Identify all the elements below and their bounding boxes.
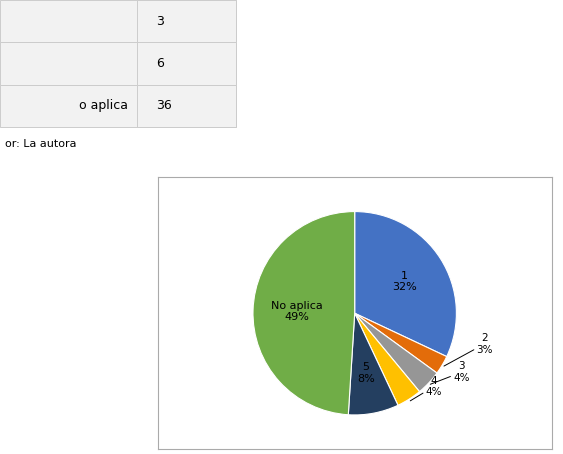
Text: 3
4%: 3 4% (430, 361, 470, 384)
Text: 5
8%: 5 8% (358, 362, 375, 384)
Text: 3: 3 (156, 15, 164, 28)
Text: or: La autora: or: La autora (5, 139, 76, 149)
Wedge shape (355, 313, 419, 405)
Text: 36: 36 (156, 99, 172, 113)
Bar (0, 0, 236, 42)
Wedge shape (355, 212, 457, 356)
Bar (0, 85, 236, 127)
Bar (137, 85, 236, 127)
Text: 6: 6 (156, 57, 164, 70)
Wedge shape (348, 313, 398, 415)
Wedge shape (355, 313, 437, 392)
Text: o aplica: o aplica (79, 99, 128, 113)
Text: No aplica
49%: No aplica 49% (271, 301, 323, 322)
Wedge shape (355, 313, 446, 373)
Bar (137, 0, 236, 42)
Text: 2
3%: 2 3% (444, 333, 493, 366)
Text: 4
4%: 4 4% (410, 375, 443, 401)
Wedge shape (253, 212, 355, 415)
Bar (0, 42, 236, 85)
Text: 1
32%: 1 32% (392, 271, 417, 292)
Bar (137, 42, 236, 85)
